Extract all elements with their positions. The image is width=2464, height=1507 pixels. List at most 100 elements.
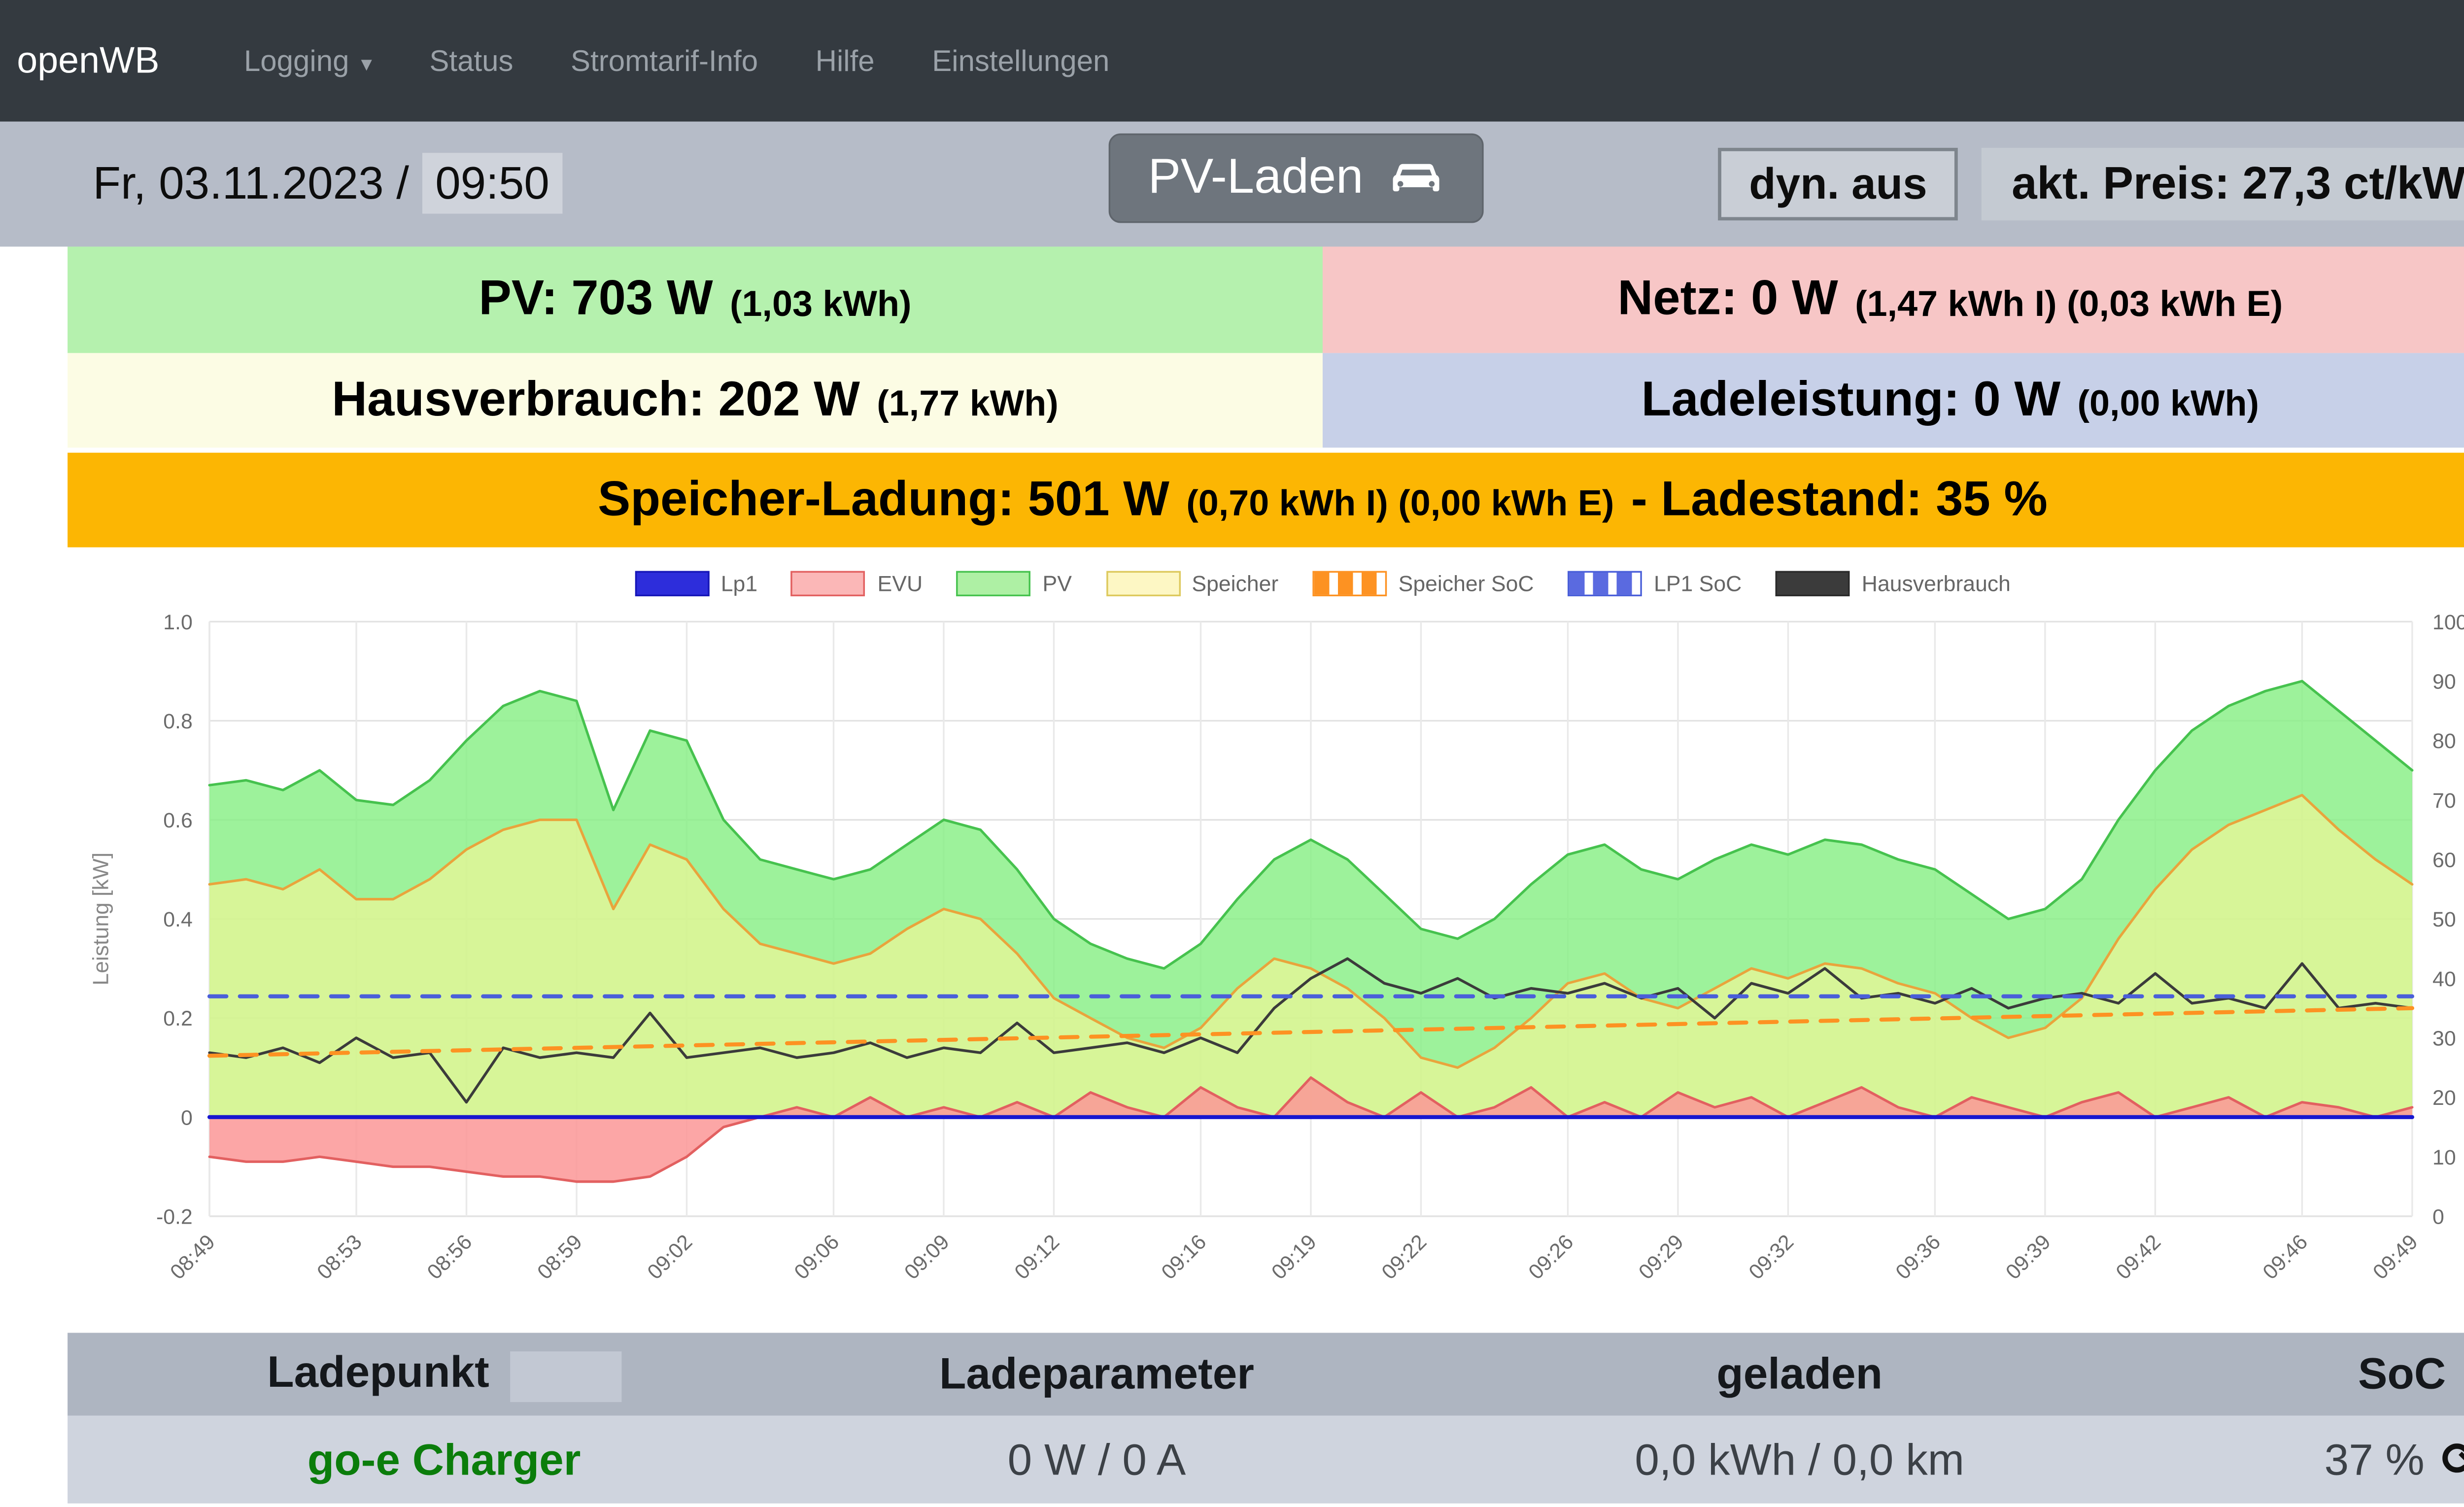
svg-text:60: 60 <box>2432 848 2456 872</box>
nav-item-stromtarif-info[interactable]: Stromtarif-Info <box>571 43 758 77</box>
legend-label: Speicher SoC <box>1398 570 1534 596</box>
status-grid: PV: 703 W (1,03 kWh) Netz: 0 W (1,47 kWh… <box>68 246 2464 548</box>
chargepoint-parameters: 0 W / 0 A <box>1007 1433 1186 1484</box>
svg-text:09:42: 09:42 <box>2111 1230 2165 1284</box>
svg-text:Leistung [kW]: Leistung [kW] <box>89 853 113 986</box>
mode-button-label: PV-Laden <box>1148 150 1364 205</box>
app-brand: openWB <box>17 38 160 81</box>
table-header-row: Ladepunkt Ladeparameter geladen SoC <box>68 1333 2464 1416</box>
svg-text:09:12: 09:12 <box>1010 1230 1064 1284</box>
legend-label: Lp1 <box>720 570 758 596</box>
svg-text:08:56: 08:56 <box>423 1230 477 1284</box>
svg-text:0.8: 0.8 <box>163 710 193 733</box>
nav-item-status[interactable]: Status <box>429 43 513 77</box>
svg-text:09:32: 09:32 <box>1744 1230 1798 1284</box>
nav-item-logging[interactable]: Logging ▾ <box>244 43 372 78</box>
header-ladepunkt: Ladepunkt <box>68 1347 821 1402</box>
chargepoint-charged: 0,0 kWh / 0,0 km <box>1635 1433 1965 1484</box>
svg-text:09:46: 09:46 <box>2258 1230 2312 1284</box>
nav-item-einstellungen[interactable]: Einstellungen <box>932 43 1110 77</box>
pv-laden-mode-button[interactable]: PV-Laden <box>1109 133 1483 223</box>
legend-label: PV <box>1042 570 1072 596</box>
legend-item-speicher[interactable]: Speicher <box>1105 570 1278 596</box>
svg-text:50: 50 <box>2432 908 2456 931</box>
svg-text:09:39: 09:39 <box>2001 1230 2055 1284</box>
header-bar: Fr, 03.11.2023 / 09:50 PV-Laden dyn. aus… <box>0 121 2464 247</box>
svg-text:09:16: 09:16 <box>1157 1230 1211 1284</box>
charge-power-cell: Ladeleistung: 0 W (0,00 kWh) <box>1322 353 2464 448</box>
svg-text:0: 0 <box>2432 1205 2444 1229</box>
svg-text:70: 70 <box>2432 789 2456 813</box>
legend-swatch <box>1105 570 1180 596</box>
svg-text:08:53: 08:53 <box>312 1230 367 1284</box>
legend-item-evu[interactable]: EVU <box>791 570 923 596</box>
datetime-label: Fr, 03.11.2023 / 09:50 <box>93 153 563 214</box>
svg-text:10: 10 <box>2432 1146 2456 1169</box>
legend-swatch <box>791 570 866 596</box>
legend-label: EVU <box>877 570 923 596</box>
chargepoint-name[interactable]: go-e Charger <box>307 1433 581 1484</box>
battery-soc-value: - Ladestand: 35 % <box>1631 472 2048 526</box>
time-text: 09:50 <box>421 153 563 214</box>
price-label: akt. Preis: 27,3 ct/kWh <box>1981 147 2464 221</box>
nav-item-hilfe[interactable]: Hilfe <box>815 43 875 77</box>
svg-text:90: 90 <box>2432 670 2456 694</box>
svg-text:08:49: 08:49 <box>166 1230 220 1284</box>
svg-text:09:09: 09:09 <box>900 1230 954 1284</box>
legend-swatch <box>1568 570 1642 596</box>
battery-power-value: Speicher-Ladung: 501 W <box>598 472 1169 526</box>
svg-text:40: 40 <box>2432 967 2456 991</box>
caret-down-icon: ▾ <box>361 51 372 77</box>
header-soc: SoC <box>2358 1348 2446 1399</box>
grid-energy-value: (1,47 kWh I) (0,03 kWh E) <box>1855 283 2283 324</box>
legend-label: LP1 SoC <box>1653 570 1742 596</box>
pv-power-cell: PV: 703 W (1,03 kWh) <box>68 246 1323 353</box>
charge-power-value: Ladeleistung: 0 W <box>1641 372 2061 427</box>
legend-swatch <box>956 570 1031 596</box>
dyn-aus-badge[interactable]: dyn. aus <box>1718 147 1958 221</box>
header-right-group: dyn. aus akt. Preis: 27,3 ct/kWh <box>1718 147 2464 221</box>
grid-power-cell: Netz: 0 W (1,47 kWh I) (0,03 kWh E) <box>1322 246 2464 353</box>
header-ladeparameter: Ladeparameter <box>939 1348 1254 1399</box>
legend-item-speicher-soc[interactable]: Speicher SoC <box>1312 570 1534 596</box>
svg-text:09:19: 09:19 <box>1267 1230 1321 1284</box>
battery-status-cell: Speicher-Ladung: 501 W (0,70 kWh I) (0,0… <box>68 452 2464 548</box>
chart-legend: Lp1 EVU PV Speicher Speicher SoC LP1 SoC Hausv… <box>68 561 2464 605</box>
svg-text:09:49: 09:49 <box>2368 1230 2423 1284</box>
legend-swatch <box>1312 570 1387 596</box>
legend-item-lp1[interactable]: Lp1 <box>634 570 758 596</box>
svg-text:0.4: 0.4 <box>163 908 193 931</box>
house-power-value: Hausverbrauch: 202 W <box>332 372 860 427</box>
svg-text:09:36: 09:36 <box>1891 1230 1945 1284</box>
svg-text:09:02: 09:02 <box>643 1230 697 1284</box>
svg-text:09:29: 09:29 <box>1634 1230 1688 1284</box>
svg-text:1.0: 1.0 <box>163 611 193 634</box>
car-icon <box>1392 164 1439 192</box>
svg-text:0.6: 0.6 <box>163 809 193 832</box>
svg-text:0.2: 0.2 <box>163 1007 193 1030</box>
legend-item-lp1-soc[interactable]: LP1 SoC <box>1568 570 1742 596</box>
power-chart-section: Lp1 EVU PV Speicher Speicher SoC LP1 SoC Hausv… <box>68 561 2464 1323</box>
refresh-icon[interactable]: ⟳ <box>2441 1433 2464 1485</box>
grid-power-value: Netz: 0 W <box>1617 272 1838 326</box>
legend-item-hausverbrauch[interactable]: Hausverbrauch <box>1775 570 2011 596</box>
legend-swatch <box>1775 570 1850 596</box>
date-text: Fr, 03.11.2023 / <box>93 158 410 209</box>
svg-text:09:26: 09:26 <box>1524 1230 1578 1284</box>
svg-text:0: 0 <box>181 1106 193 1130</box>
battery-energy-value: (0,70 kWh I) (0,00 kWh E) <box>1186 483 1614 524</box>
chart-canvas: 1.00.80.60.40.20-0.210090807060504030201… <box>68 605 2464 1323</box>
svg-text:100: 100 <box>2432 611 2464 634</box>
flash-highlight <box>509 1350 621 1402</box>
legend-label: Hausverbrauch <box>1861 570 2011 596</box>
header-geladen: geladen <box>1716 1348 1883 1399</box>
svg-text:30: 30 <box>2432 1027 2456 1050</box>
legend-swatch <box>634 570 709 596</box>
navbar: openWB Logging ▾ Status Stromtarif-Info H… <box>0 0 2464 122</box>
legend-item-pv[interactable]: PV <box>956 570 1072 596</box>
charge-energy-value: (0,00 kWh) <box>2077 383 2259 424</box>
svg-text:08:59: 08:59 <box>533 1230 587 1284</box>
soc-value: 37 % <box>2324 1433 2425 1484</box>
svg-text:09:06: 09:06 <box>790 1230 844 1284</box>
